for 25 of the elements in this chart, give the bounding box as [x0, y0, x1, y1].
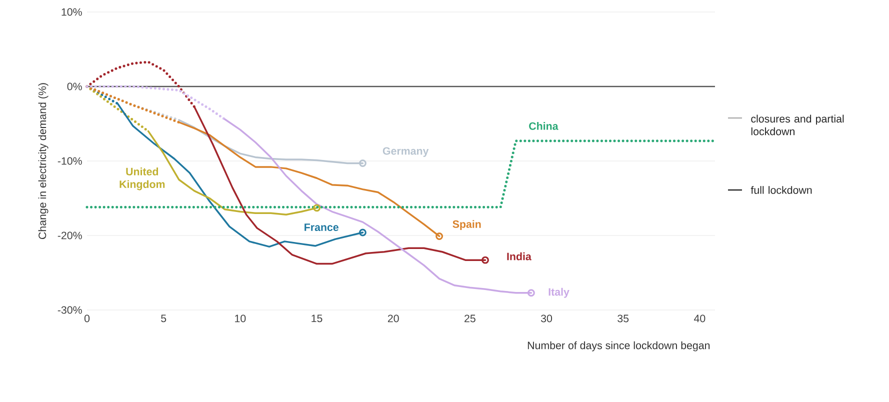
- x-tick-label: 35: [618, 314, 629, 322]
- text: India: [507, 252, 532, 260]
- x-tick-label: 10: [235, 314, 246, 322]
- y-axis-title: Change in electricity demand (%): [38, 83, 48, 239]
- y-tick-label: -10%: [58, 157, 82, 165]
- x-tick-label: 40: [694, 314, 706, 322]
- x-tick-label: 25: [464, 314, 476, 322]
- series-label: Spain: [452, 220, 481, 230]
- y-tick-label: 10%: [62, 8, 82, 16]
- x-tick-label: 0: [84, 314, 90, 322]
- x-tick-label: 5: [161, 314, 166, 322]
- x-tick-label: 30: [540, 314, 552, 322]
- series-label: Germany: [382, 147, 429, 157]
- y-tick-label: -20%: [58, 232, 82, 240]
- x-tick-label: 15: [312, 314, 322, 322]
- series-label: United Kingdom: [120, 168, 165, 190]
- x-tick-label: 20: [388, 314, 399, 322]
- text: full lockdown: [750, 186, 812, 194]
- x-axis-title: Number of days since lockdown began: [528, 341, 710, 352]
- series-label: France: [304, 224, 338, 232]
- series-label: China: [529, 122, 558, 130]
- text: closures and partial lockdown: [751, 114, 844, 136]
- y-tick-label: -30%: [58, 306, 82, 314]
- y-tick-label: 0%: [67, 82, 82, 90]
- series-label: Italy: [548, 288, 570, 298]
